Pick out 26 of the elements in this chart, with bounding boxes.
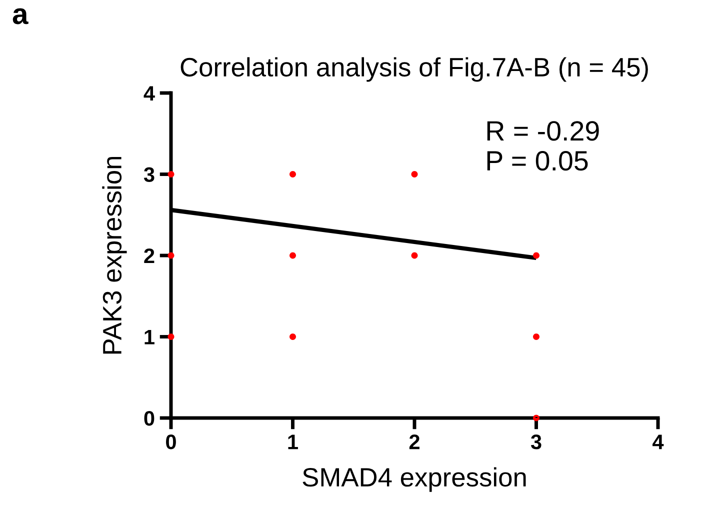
chart-title: Correlation analysis of Fig.7A-B (n = 45) (180, 57, 648, 82)
x-tick-label: 2 (409, 434, 420, 450)
y-tick-label: 3 (144, 167, 154, 182)
point (168, 252, 174, 259)
point (532, 333, 540, 340)
y-tick-label: 1 (144, 330, 154, 344)
point (289, 170, 296, 178)
point (532, 252, 540, 259)
y-axis-title: PAK3 expression (102, 156, 127, 354)
point (532, 414, 540, 422)
x-tick-label: 4 (652, 434, 664, 450)
x-tick-label: 1 (288, 434, 298, 450)
text: a (12, 8, 28, 24)
point (411, 170, 418, 178)
y-tick-label: 0 (144, 411, 154, 426)
point (411, 252, 418, 259)
point (289, 333, 296, 340)
x-tick-label: 0 (166, 434, 176, 450)
y-tick-label: 4 (144, 86, 155, 101)
point (168, 170, 174, 178)
point (289, 252, 296, 259)
y-tick-label: 2 (144, 248, 154, 264)
annotation: R = -0.29 P = 0.05 (487, 121, 599, 171)
x-axis-title: SMAD4 expression (302, 467, 526, 492)
x-tick-label: 3 (530, 434, 542, 450)
point (168, 333, 174, 340)
